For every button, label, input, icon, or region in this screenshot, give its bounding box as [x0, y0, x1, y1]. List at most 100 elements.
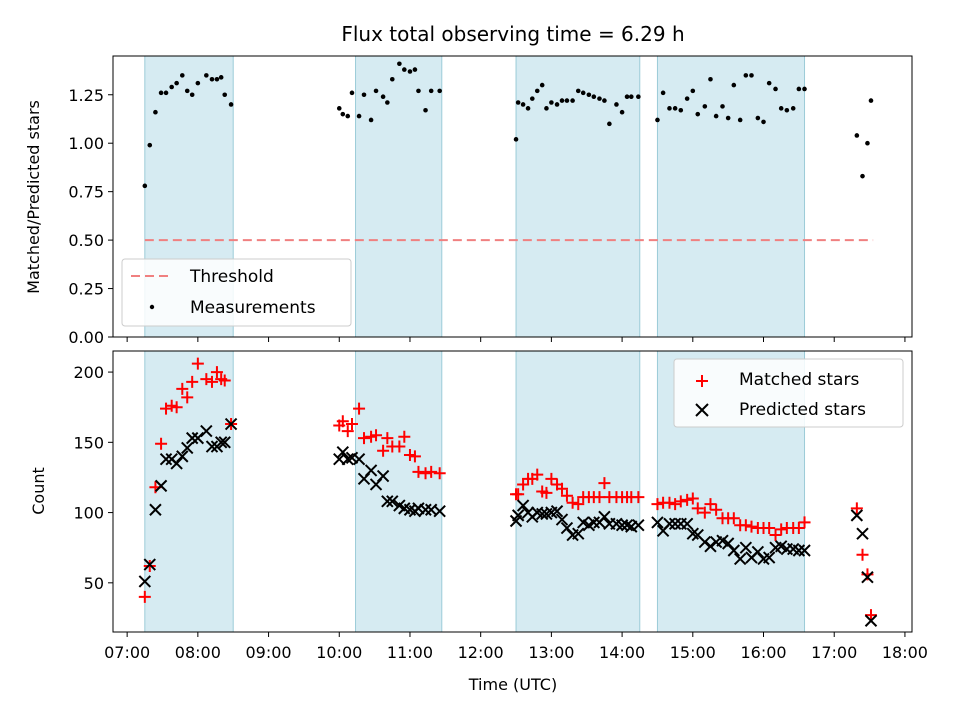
predicted-star-point — [214, 436, 228, 449]
matched-star-point — [341, 425, 354, 438]
matched-star-point — [686, 492, 699, 505]
measurement-point — [564, 98, 570, 103]
measurement-point — [702, 104, 708, 109]
bottom-legend-box — [673, 358, 904, 428]
measurement-point — [784, 107, 790, 113]
measurement-point — [766, 80, 772, 86]
predicted-star-point — [798, 544, 811, 557]
matched-star-point — [663, 496, 676, 509]
legend-predicted-label: Predicted stars — [739, 400, 866, 420]
measurement-point — [389, 76, 395, 82]
matched-star-point — [775, 523, 788, 536]
measurement-point — [515, 100, 521, 105]
x-tick-label: 13:00 — [528, 643, 574, 662]
measurement-point — [731, 82, 737, 88]
matched-star-point — [512, 488, 525, 501]
matched-star-point — [555, 482, 568, 495]
measurement-point — [416, 88, 421, 94]
measurement-point — [684, 96, 690, 101]
measurement-point — [380, 94, 386, 99]
matched-star-point — [710, 503, 723, 516]
measurement-point — [860, 173, 865, 179]
measurement-point — [402, 67, 407, 72]
predicted-star-point — [149, 503, 162, 516]
matched-star-point — [200, 373, 213, 386]
matched-star-point — [704, 498, 717, 511]
predicted-star-point — [651, 516, 664, 529]
predicted-star-point — [856, 527, 869, 540]
measurement-point — [690, 88, 696, 94]
y-tick-label: 1.00 — [68, 134, 104, 153]
measurement-point — [534, 88, 540, 94]
observing-window — [355, 55, 443, 338]
measurement-point — [580, 90, 586, 96]
measurement-point — [570, 98, 575, 103]
matched-star-point — [425, 465, 438, 478]
matched-star-point — [398, 430, 411, 443]
predicted-star-point — [620, 519, 634, 532]
predicted-star-point — [727, 544, 741, 557]
predicted-star-point — [861, 570, 874, 584]
predicted-star-point — [218, 436, 231, 449]
measurement-point — [559, 98, 565, 103]
measurement-point — [209, 76, 215, 82]
x-tick-label: 15:00 — [670, 643, 716, 662]
predicted-star-point — [762, 551, 776, 564]
measurement-point — [778, 106, 784, 111]
matched-star-point — [572, 498, 585, 511]
measurement-point — [437, 88, 442, 94]
x-tick-label: 10:00 — [316, 643, 362, 662]
measurement-point — [614, 102, 619, 107]
measurement-point — [554, 102, 560, 107]
matched-star-point — [545, 472, 558, 485]
x-tick-label: 12:00 — [458, 643, 504, 662]
chart-title: Flux total observing time = 6.29 h — [341, 22, 684, 46]
y-tick-label: 0.25 — [68, 280, 104, 299]
matched-star-point — [358, 432, 371, 445]
predicted-star-point — [668, 517, 682, 531]
matched-star-point — [651, 498, 664, 511]
measurement-point — [790, 106, 796, 111]
measurement-point — [349, 90, 355, 96]
predicted-star-point — [364, 464, 378, 477]
measurement-point — [708, 76, 713, 82]
matched-star-point — [181, 391, 194, 404]
predicted-star-point — [419, 503, 432, 516]
predicted-star-point — [704, 540, 717, 553]
measurement-point — [720, 104, 725, 109]
measurement-point — [678, 107, 684, 113]
matched-star-point — [433, 467, 446, 480]
matched-star-point — [856, 548, 869, 561]
measurement-point — [586, 92, 592, 98]
predicted-star-point — [336, 445, 350, 459]
top-axes-frame — [112, 55, 913, 338]
measurement-point — [189, 92, 195, 98]
matched-star-point — [769, 529, 782, 542]
x-tick-label: 07:00 — [104, 643, 150, 662]
matched-star-point — [160, 402, 173, 415]
measurement-point — [214, 76, 220, 82]
matched-star-point — [336, 415, 349, 428]
predicted-star-point — [792, 544, 806, 557]
top-y-axis-label: Matched/Predicted stars — [24, 100, 43, 294]
matched-star-point — [598, 477, 611, 490]
measurement-point — [549, 100, 554, 105]
y-tick-label: 0.00 — [68, 328, 104, 347]
measurement-point — [749, 73, 754, 78]
measurement-point — [607, 121, 612, 127]
y-tick-label: 200 — [73, 363, 104, 382]
measurement-point — [544, 106, 549, 111]
predicted-star-point — [154, 479, 168, 493]
predicted-star-point — [341, 452, 354, 466]
predicted-star-point — [587, 516, 601, 529]
predicted-star-point — [205, 440, 219, 453]
measurement-point — [868, 98, 874, 103]
matched-star-point — [155, 437, 168, 450]
y-tick-label: 0.50 — [68, 231, 104, 250]
predicted-star-point — [138, 575, 152, 588]
matched-star-point — [698, 506, 711, 519]
matched-stars-series — [138, 357, 877, 622]
measurement-point — [525, 106, 531, 111]
matched-star-point — [381, 432, 394, 445]
measurement-point — [184, 88, 190, 94]
